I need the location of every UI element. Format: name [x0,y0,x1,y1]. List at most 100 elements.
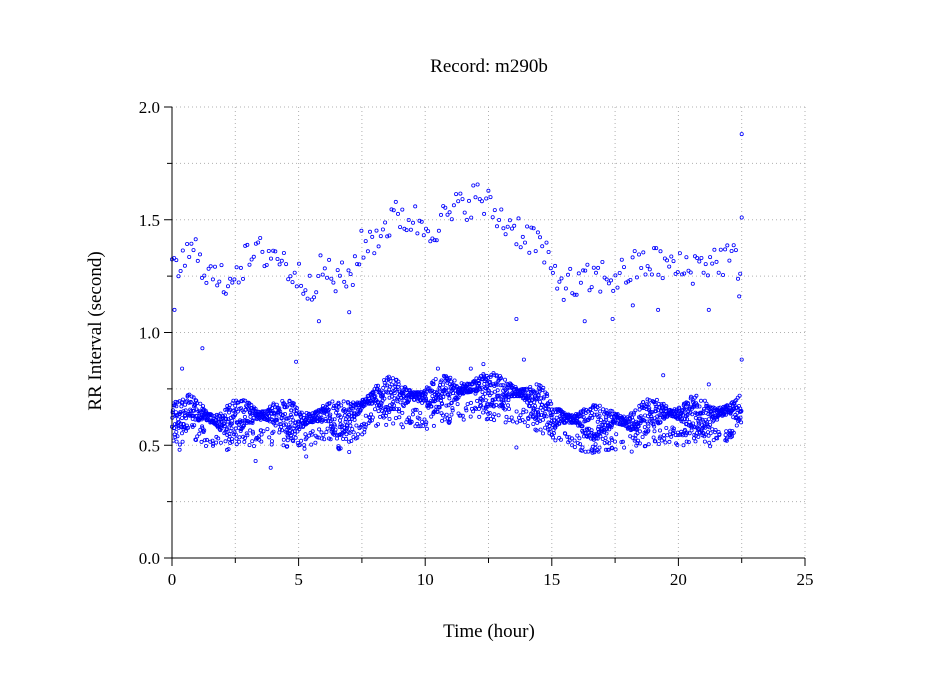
rr-point [440,382,445,387]
rr-point [503,420,508,425]
rr-point [499,376,504,381]
rr-point [689,394,694,399]
rr-point [598,434,603,439]
rr-point [291,401,296,406]
rr-point [708,431,713,436]
rr-point [701,408,706,413]
rr-point [374,228,379,233]
rr-point [604,417,609,422]
rr-point [256,240,261,245]
rr-point [236,280,241,285]
rr-point [543,425,548,430]
rr-point [536,392,541,397]
rr-point [545,393,550,398]
rr-point [400,425,405,430]
rr-point [580,445,585,450]
rr-point [318,253,323,258]
rr-point [703,262,708,267]
rr-point [540,387,545,392]
rr-point [426,229,431,234]
rr-point [413,204,418,209]
rr-point [179,431,184,436]
rr-point [449,412,454,417]
rr-point [195,258,200,263]
rr-point [329,276,334,281]
rr-point [598,409,603,414]
rr-point [475,182,480,187]
rr-point [424,389,429,394]
rr-point [333,289,338,294]
y-tick-label: 0.5 [139,436,160,455]
rr-point [273,249,278,254]
rr-point [724,429,729,434]
rr-point [613,447,618,452]
rr-point [460,413,465,418]
rr-point [342,430,347,435]
rr-point [646,424,651,429]
rr-point [589,428,594,433]
rr-point [339,403,344,408]
rr-point [326,407,331,412]
rr-point [332,423,337,428]
rr-point [330,417,335,422]
rr-point [352,417,357,422]
rr-point [281,437,286,442]
rr-point [450,406,455,411]
rr-point [526,393,531,398]
rr-point [372,386,377,391]
rr-point [172,426,177,431]
rr-point [598,289,603,294]
rr-point [301,291,306,296]
rr-point [737,294,742,299]
rr-point [702,398,707,403]
rr-point [694,393,699,398]
rr-point [215,283,220,288]
rr-point [738,415,743,420]
rr-point [361,421,366,426]
rr-point [238,418,243,423]
rr-point [596,449,601,454]
rr-point [676,433,681,438]
rr-point [469,215,474,220]
rr-point [497,217,502,222]
rr-point [732,401,737,406]
rr-point [385,234,390,239]
rr-point [233,411,238,416]
rr-point [682,271,687,276]
rr-point [376,409,381,414]
rr-point [443,388,448,393]
rr-point [558,437,563,442]
rr-point [344,284,349,289]
rr-point [708,255,713,260]
rr-point [204,437,209,442]
rr-point [218,411,223,416]
rr-point [428,239,433,244]
rr-point [464,217,469,222]
rr-point [738,271,743,276]
rr-point [319,436,324,441]
rr-point [390,376,395,381]
rr-point [202,273,207,278]
rr-point [397,415,402,420]
rr-point [701,270,706,275]
rr-point [561,297,566,302]
rr-point [739,357,744,362]
rr-point [410,412,415,417]
rr-point [283,422,288,427]
rr-point [541,431,546,436]
rr-point [294,359,299,364]
rr-point [551,435,556,440]
rr-point [267,413,272,418]
rr-point [290,429,295,434]
rr-point [652,424,657,429]
rr-point [220,414,225,419]
rr-point [228,276,233,281]
rr-point [302,413,307,418]
rr-point [180,366,185,371]
rr-point [680,272,685,277]
rr-point [739,215,744,220]
rr-point [363,413,368,418]
rr-point [572,445,577,450]
rr-point [188,399,193,404]
rr-point [609,278,614,283]
